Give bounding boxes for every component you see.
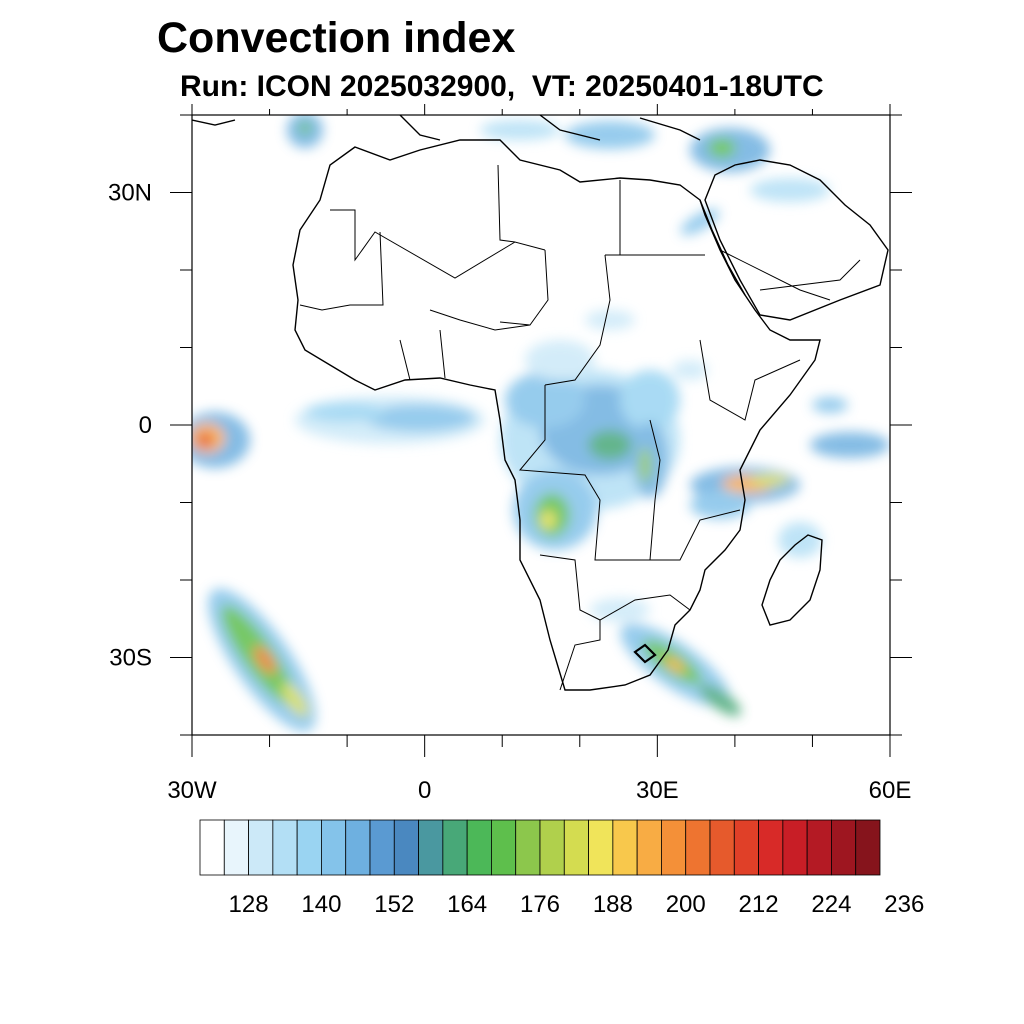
colorbar-label: 140 (301, 891, 341, 918)
colorbar-swatch (345, 819, 371, 876)
x-tick-label: 30W (167, 777, 217, 804)
colorbar-label: 188 (593, 891, 633, 918)
x-tick-label: 60E (869, 777, 912, 804)
x-tick-label: 30E (636, 777, 679, 804)
colorbar-swatch (539, 819, 565, 876)
colorbar-label: 224 (811, 891, 851, 918)
colorbar-swatch (636, 819, 662, 876)
colorbar-label: 236 (884, 891, 924, 918)
colorbar-label: 176 (520, 891, 560, 918)
colorbar-swatch (806, 819, 832, 876)
colorbar-swatch (223, 819, 249, 876)
colorbar-swatch (855, 819, 881, 876)
chart-subtitle: Run: ICON 2025032900, VT: 20250401-18UTC (180, 70, 824, 103)
axis-ticks (170, 104, 912, 757)
colorbar-label: 212 (739, 891, 779, 918)
colorbar-swatch (369, 819, 395, 876)
colorbar-swatch (466, 819, 492, 876)
colorbar-label: 152 (374, 891, 414, 918)
colorbar-swatch (248, 819, 274, 876)
y-tick-label: 0 (139, 412, 152, 439)
colorbar-swatch (661, 819, 687, 876)
colorbar-swatch (442, 819, 468, 876)
y-tick-label: 30N (108, 180, 152, 207)
colorbar-swatch (612, 819, 638, 876)
colorbar-swatch (321, 819, 347, 876)
colorbar-swatch (491, 819, 517, 876)
chart-title: Convection index (157, 14, 516, 62)
colorbar-swatch (563, 819, 589, 876)
convection-indian-ocean (810, 432, 890, 458)
colorbar-swatch (733, 819, 759, 876)
y-tick-label: 30S (109, 645, 152, 672)
colorbar-swatch (782, 819, 808, 876)
country-borders (299, 164, 861, 691)
colorbar-label: 128 (229, 891, 269, 918)
x-tick-label: 0 (418, 777, 431, 804)
colorbar-swatch (831, 819, 857, 876)
colorbar-label: 200 (666, 891, 706, 918)
colorbar-swatch (393, 819, 419, 876)
colorbar-swatch (272, 819, 298, 876)
colorbar-swatch (709, 819, 735, 876)
colorbar (199, 819, 881, 876)
colorbar-swatch (758, 819, 784, 876)
colorbar-swatch (515, 819, 541, 876)
axis-labels: 30W 0 30E 60E 30N 0 30S (108, 180, 911, 805)
colorbar-swatch (199, 819, 225, 876)
colorbar-labels: 128 140 152 164 176 188 200 212 224 236 (229, 891, 925, 918)
colorbar-label: 164 (447, 891, 487, 918)
colorbar-swatch (296, 819, 322, 876)
colorbar-swatch (588, 819, 614, 876)
colorbar-swatch (418, 819, 444, 876)
colorbar-swatch (685, 819, 711, 876)
